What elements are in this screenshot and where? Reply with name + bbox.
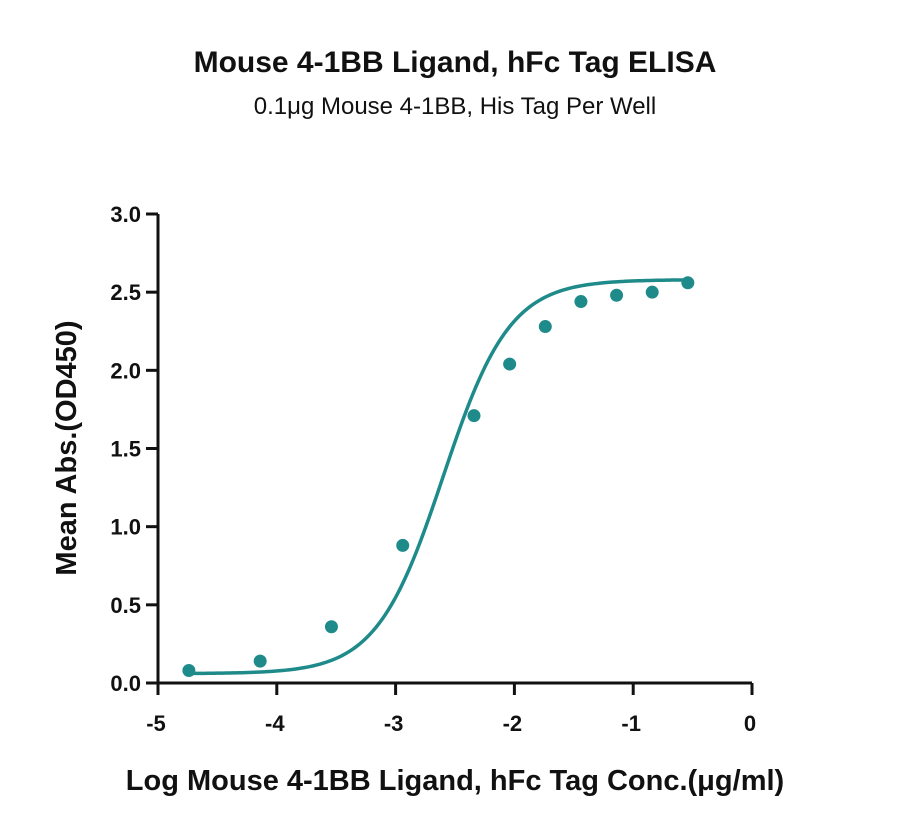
y-tick-label: 1.0 [110,515,141,540]
x-tick-label: -2 [503,711,523,736]
data-point [503,357,517,371]
data-point [610,288,624,302]
y-tick-label: 1.5 [110,437,141,462]
y-tick-label: 2.0 [110,358,141,383]
x-tick-label: 0 [744,711,756,736]
data-points [182,276,695,677]
chart-title: Mouse 4-1BB Ligand, hFc Tag ELISA [194,46,717,79]
data-point [538,320,552,334]
x-tick-label: -4 [265,711,285,736]
data-point [467,409,481,423]
x-tick-label: -5 [146,711,166,736]
y-tick-label: 3.0 [110,202,141,227]
data-point [324,620,338,634]
chart-subtitle: 0.1μg Mouse 4-1BB, His Tag Per Well [254,93,656,120]
x-axis-title: Log Mouse 4-1BB Ligand, hFc Tag Conc.(μg… [126,765,784,797]
axes [156,214,752,685]
fit-curve [188,278,688,676]
x-tick-label: -1 [621,711,641,736]
y-tick-label: 0.0 [110,671,141,696]
data-point [645,285,659,299]
data-point [253,654,267,668]
data-point [574,295,588,309]
data-point [681,276,695,290]
x-ticks: -5 -4 -3 -2 -1 0 [146,683,756,736]
y-ticks: 0.0 0.5 1.0 1.5 2.0 2.5 3.0 [110,202,158,696]
data-point [182,663,196,677]
y-tick-label: 0.5 [110,593,141,618]
y-axis-title: Mean Abs.(OD450) [51,320,83,575]
y-tick-label: 2.5 [110,280,141,305]
data-point [396,538,410,552]
x-tick-label: -3 [384,711,404,736]
